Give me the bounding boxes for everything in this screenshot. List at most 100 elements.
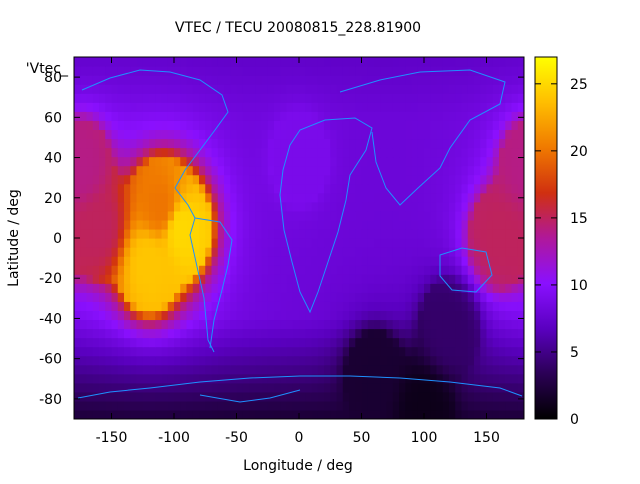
heatmap-cell [424, 364, 431, 375]
heatmap-cell [355, 364, 363, 375]
heatmap-cell [436, 409, 444, 419]
heatmap-cell [217, 247, 225, 257]
heatmap-cell [399, 328, 406, 339]
heatmap-cell [230, 319, 238, 330]
heatmap-cell [142, 57, 150, 67]
heatmap-cell [155, 247, 163, 257]
heatmap-cell [255, 138, 263, 149]
heatmap-cell [161, 301, 169, 311]
heatmap-cell [167, 310, 175, 321]
heatmap-cell [305, 409, 313, 419]
heatmap-cell [342, 111, 350, 121]
heatmap-cell [392, 174, 400, 185]
heatmap-cell [267, 210, 275, 221]
heatmap-cell [430, 210, 438, 221]
heatmap-cell [361, 328, 369, 339]
heatmap-cell [149, 301, 156, 311]
heatmap-cell [236, 201, 244, 212]
heatmap-cell [292, 337, 300, 348]
heatmap-cell [442, 57, 450, 67]
heatmap-cell [386, 138, 394, 149]
heatmap-cell [374, 373, 381, 384]
heatmap-cell [149, 391, 156, 402]
x-tick-label: 50 [353, 430, 371, 446]
heatmap-cell [505, 274, 513, 284]
heatmap-cell [336, 247, 344, 257]
heatmap-cell [86, 156, 94, 167]
heatmap-cell [355, 391, 363, 402]
heatmap-cell [430, 364, 438, 375]
heatmap-cell [399, 256, 406, 266]
heatmap-cell [192, 391, 200, 402]
heatmap-cell [274, 219, 281, 230]
heatmap-cell [499, 256, 506, 266]
heatmap-cell [292, 391, 300, 402]
heatmap-cell [492, 120, 500, 130]
heatmap-cell [299, 75, 306, 85]
heatmap-cell [511, 337, 519, 348]
heatmap-cell [242, 409, 250, 419]
heatmap-cell [186, 174, 194, 185]
heatmap-cell [467, 93, 475, 103]
heatmap-cell [211, 210, 219, 221]
heatmap-cell [174, 274, 181, 284]
heatmap-cell [230, 346, 238, 357]
heatmap-cell [230, 111, 238, 121]
heatmap-cell [186, 219, 194, 230]
heatmap-cell [361, 355, 369, 366]
heatmap-cell [449, 147, 456, 158]
heatmap-cell [449, 174, 456, 185]
heatmap-cell [430, 238, 438, 248]
heatmap-cell [286, 328, 294, 339]
heatmap-cell [124, 355, 131, 366]
heatmap-cell [224, 409, 231, 419]
heatmap-cell [249, 201, 256, 212]
heatmap-cell [411, 210, 419, 221]
heatmap-cell [130, 292, 138, 302]
heatmap-cell [386, 66, 394, 76]
heatmap-cell [167, 111, 175, 121]
heatmap-cell [117, 57, 125, 67]
heatmap-cell [499, 337, 506, 348]
heatmap-cell [86, 93, 94, 103]
heatmap-cell [330, 292, 338, 302]
heatmap-cell [467, 165, 475, 176]
heatmap-cell [480, 238, 488, 248]
heatmap-cell [136, 210, 144, 221]
heatmap-cell [142, 346, 150, 357]
heatmap-cell [311, 301, 319, 311]
heatmap-cell [117, 138, 125, 149]
heatmap-cell [74, 310, 81, 321]
heatmap-cell [474, 120, 481, 130]
heatmap-cell [142, 400, 150, 411]
heatmap-cell [355, 319, 363, 330]
heatmap-cell [374, 192, 381, 203]
heatmap-cell [224, 156, 231, 167]
heatmap-cell [374, 319, 381, 330]
heatmap-cell [455, 111, 463, 121]
heatmap-cell [136, 364, 144, 375]
heatmap-cell [417, 120, 425, 130]
heatmap-cell [499, 219, 506, 230]
heatmap-cell [511, 292, 519, 302]
heatmap-cell [161, 364, 169, 375]
heatmap-cell [492, 364, 500, 375]
heatmap-cell [111, 183, 119, 194]
heatmap-cell [99, 165, 106, 176]
heatmap-cell [242, 400, 250, 411]
heatmap-cell [461, 319, 469, 330]
heatmap-cell [249, 355, 256, 366]
heatmap-cell [380, 310, 388, 321]
heatmap-cell [455, 238, 463, 248]
heatmap-cell [230, 174, 238, 185]
x-tick-label: 150 [473, 430, 500, 446]
heatmap-cell [161, 192, 169, 203]
heatmap-cell [292, 129, 300, 140]
heatmap-cell [124, 165, 131, 176]
heatmap-cell [86, 183, 94, 194]
heatmap-cell [424, 129, 431, 140]
heatmap-cell [111, 111, 119, 121]
heatmap-cell [274, 165, 281, 176]
heatmap-cell [255, 75, 263, 85]
heatmap-cell [417, 400, 425, 411]
